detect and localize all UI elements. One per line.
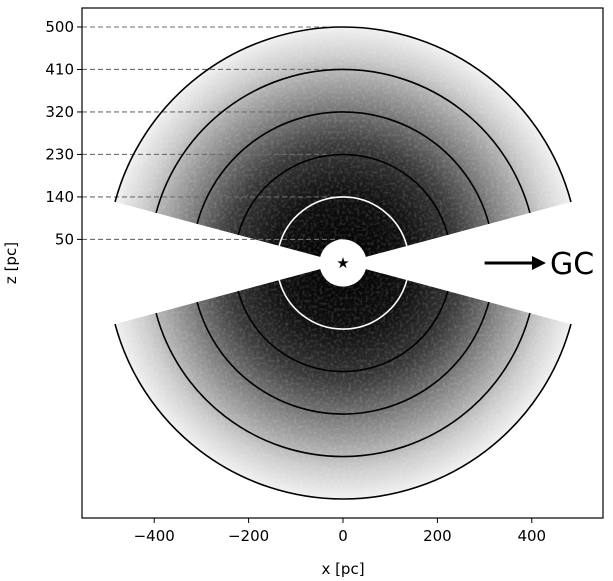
axis-ticks: −400 −200 0 200 400 500 410 320 230 140 50 bbox=[45, 18, 546, 545]
center-marker-group: ★ bbox=[319, 239, 367, 287]
x-tick-label: −400 bbox=[134, 527, 175, 545]
x-axis-label: x [pc] bbox=[321, 560, 364, 578]
inner-white-disc bbox=[319, 239, 367, 287]
shell-arc-230-lower bbox=[237, 290, 449, 373]
gc-label: GC bbox=[550, 247, 594, 282]
y-tick-label: 140 bbox=[45, 188, 74, 206]
y-tick-label: 50 bbox=[55, 230, 74, 248]
radius-shells bbox=[114, 26, 572, 500]
radius-guide-lines bbox=[82, 26, 343, 240]
shell-arc-500-lower bbox=[114, 323, 572, 500]
x-tick-label: −200 bbox=[228, 527, 269, 545]
shell-arc-140-upper bbox=[278, 196, 408, 247]
shell-arc-410-lower bbox=[155, 312, 531, 458]
density-texture-lower bbox=[115, 263, 571, 499]
shell-arc-230-upper bbox=[237, 153, 449, 236]
y-tick-label: 230 bbox=[45, 145, 74, 163]
y-tick-label: 500 bbox=[45, 18, 74, 36]
density-texture-upper bbox=[115, 27, 571, 263]
x-tick-label: 0 bbox=[338, 527, 348, 545]
y-axis-label: z [pc] bbox=[2, 242, 20, 284]
y-tick-label: 410 bbox=[45, 60, 74, 78]
gc-arrow-head bbox=[531, 256, 546, 270]
shell-arc-320-lower bbox=[196, 301, 490, 415]
shell-arc-500-upper bbox=[114, 26, 572, 203]
shell-arc-320-upper bbox=[196, 111, 490, 225]
shell-arc-410-upper bbox=[155, 68, 531, 214]
density-noise bbox=[115, 27, 571, 499]
center-star-icon: ★ bbox=[336, 254, 349, 272]
x-tick-label: 200 bbox=[423, 527, 452, 545]
shell-arc-140-lower bbox=[278, 279, 408, 330]
y-tick-label: 320 bbox=[45, 103, 74, 121]
x-tick-label: 400 bbox=[517, 527, 546, 545]
gc-annotation: GC bbox=[484, 247, 594, 282]
